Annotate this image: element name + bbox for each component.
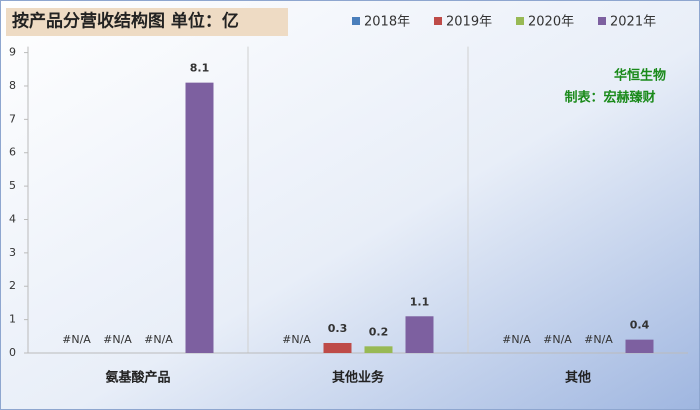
data-label: 0.3 <box>328 322 348 335</box>
data-label: #N/A <box>103 333 132 346</box>
annotation: 制表：宏赫臻财 <box>564 90 655 106</box>
y-tick-label: 5 <box>9 179 16 192</box>
data-label: #N/A <box>62 333 91 346</box>
data-label: #N/A <box>543 333 572 346</box>
data-label: 8.1 <box>190 62 210 75</box>
y-tick-label: 9 <box>9 46 16 59</box>
legend-swatch <box>434 17 442 25</box>
y-tick-label: 3 <box>9 246 16 259</box>
bar <box>625 339 654 353</box>
title-box <box>6 8 288 36</box>
annotation: 华恒生物 <box>614 68 666 84</box>
legend-swatch <box>352 17 360 25</box>
legend-label: 2020年 <box>528 15 574 30</box>
legend-swatch <box>516 17 524 25</box>
data-label: 1.1 <box>410 295 430 308</box>
x-tick-label: 氨基酸产品 <box>104 370 170 386</box>
y-tick-label: 6 <box>9 146 16 159</box>
bar <box>323 342 352 353</box>
bar <box>364 346 393 353</box>
data-label: 0.4 <box>630 319 650 332</box>
y-tick-label: 0 <box>9 346 16 359</box>
y-tick-label: 1 <box>9 313 16 326</box>
y-tick-label: 7 <box>9 112 16 125</box>
y-tick-label: 8 <box>9 79 16 92</box>
data-label: #N/A <box>282 333 311 346</box>
legend-swatch <box>598 17 606 25</box>
data-label: #N/A <box>502 333 531 346</box>
x-tick-label: 其他业务 <box>332 370 385 386</box>
y-tick-label: 2 <box>9 279 16 292</box>
x-tick-label: 其他 <box>565 370 591 386</box>
bar <box>185 82 214 353</box>
chart-title: 按产品分营收结构图 单位：亿 <box>12 11 239 32</box>
legend-label: 2021年 <box>610 15 656 30</box>
legend-label: 2018年 <box>364 15 410 30</box>
data-label: #N/A <box>584 333 613 346</box>
y-tick-label: 4 <box>9 212 16 225</box>
bar <box>405 316 434 353</box>
data-label: 0.2 <box>369 325 389 338</box>
data-label: #N/A <box>144 333 173 346</box>
legend-label: 2019年 <box>446 15 492 30</box>
